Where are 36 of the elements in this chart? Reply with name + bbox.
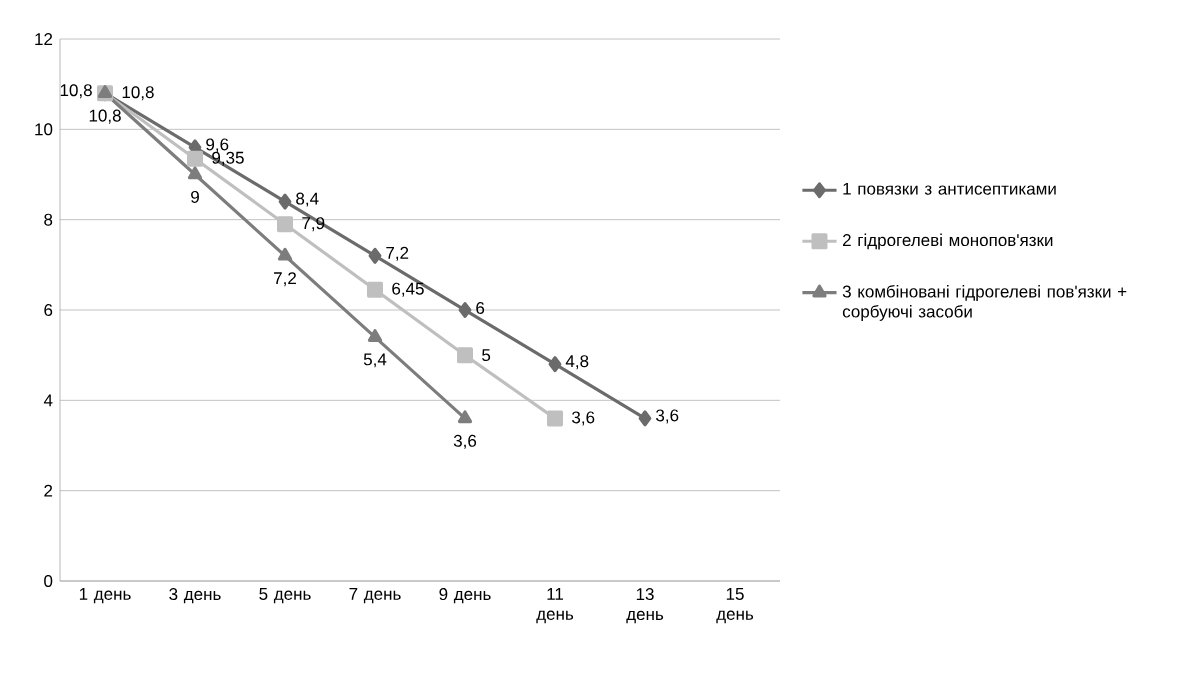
x-tick-label: 9 день — [439, 588, 491, 604]
x-tick-label: 5 день — [259, 588, 311, 604]
data-label: 3,6 — [656, 409, 679, 424]
x-tick-label: 7 день — [349, 588, 401, 604]
data-label: 10,8 — [122, 86, 154, 101]
legend-label: 1 повязки з антисептиками — [843, 182, 1056, 195]
y-tick-label: 2 — [44, 484, 53, 497]
data-label: 10,8 — [60, 84, 92, 99]
y-tick-label: 12 — [35, 33, 53, 45]
data-label: 5 — [482, 349, 491, 362]
data-label: 5,4 — [363, 353, 387, 368]
data-label: 7,2 — [386, 246, 409, 261]
data-label: 7,2 — [274, 272, 296, 287]
data-label: 10,8 — [89, 109, 121, 124]
data-label: 6 — [476, 302, 485, 315]
data-label: 6,45 — [392, 282, 424, 297]
data-label: 3,6 — [572, 411, 595, 426]
y-tick-label: 10 — [35, 123, 53, 136]
x-tick-label: 1 день — [79, 588, 131, 604]
data-label: 8,4 — [296, 192, 319, 207]
data-label: 9 — [191, 190, 199, 203]
data-label: 9,6 — [206, 138, 229, 153]
data-label: 3,6 — [453, 434, 477, 449]
y-tick-label: 0 — [44, 575, 53, 588]
y-tick-label: 6 — [44, 304, 53, 317]
data-label: 7,9 — [302, 217, 325, 232]
data-label: 9,35 — [212, 151, 244, 166]
x-tick-label: 3 день — [169, 588, 221, 604]
y-tick-label: 8 — [44, 213, 53, 226]
legend-label: 3 комбіновані гідрогелеві пов'язки + сорбуючі засоби — [842, 284, 1127, 321]
legend-label: 2 гідрогелеві монопов'язки — [843, 233, 1053, 250]
y-tick-label: 4 — [43, 394, 53, 407]
x-tick-label: 15 день — [716, 588, 754, 624]
x-tick-label: 11 день — [536, 588, 574, 624]
x-tick-label: 13 день — [626, 588, 664, 624]
data-label: 4,8 — [565, 355, 589, 370]
